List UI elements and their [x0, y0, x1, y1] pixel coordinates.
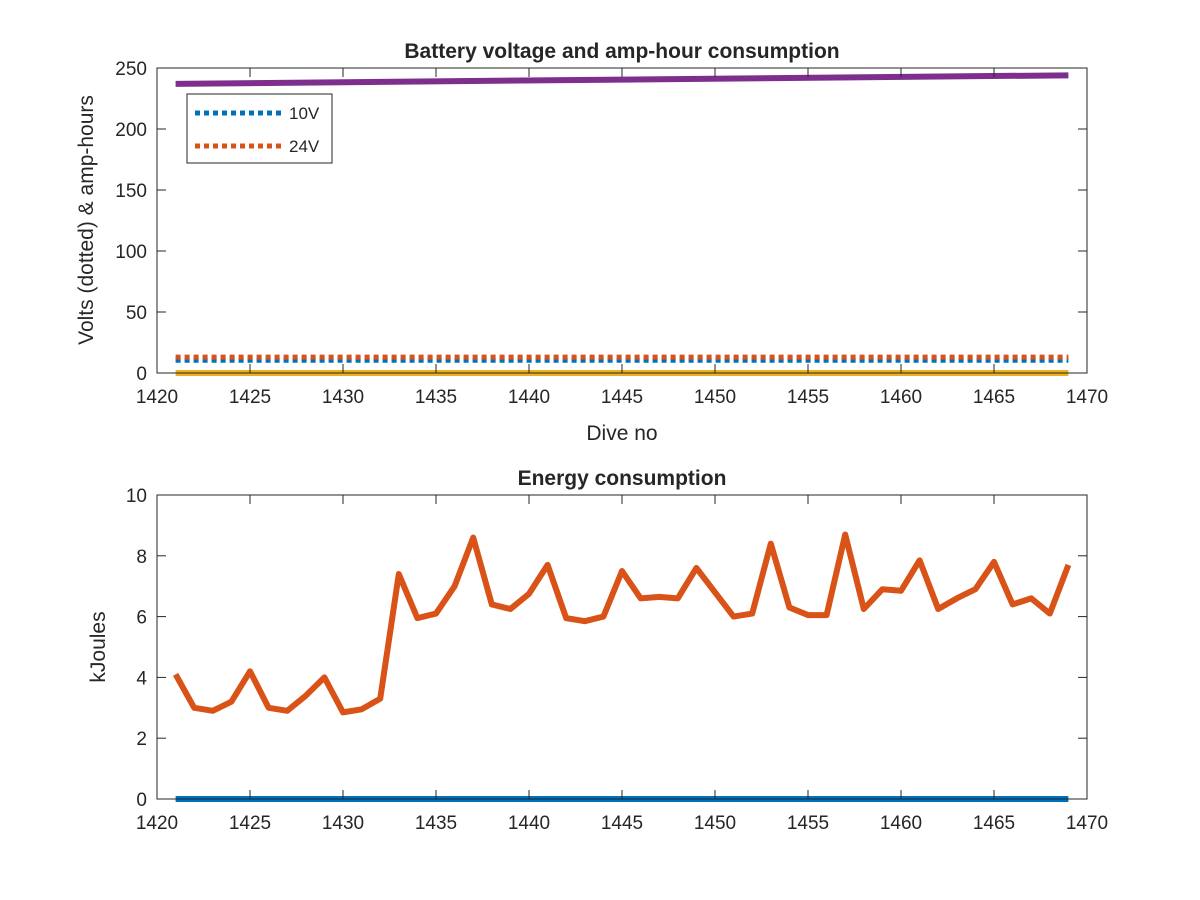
x-tick-label: 1430 — [322, 813, 364, 834]
x-tick-label: 1460 — [880, 813, 922, 834]
x-tick-label: 1430 — [322, 387, 364, 408]
legend: 10V 24V — [186, 93, 333, 164]
x-tick-label: 1455 — [787, 813, 829, 834]
y-tick-label: 250 — [115, 59, 147, 80]
ticks-layer: 1420 1425 1430 1435 1440 1445 1450 1455 1460 1465… — [126, 486, 1108, 834]
ticks-layer: 1420 1425 1430 1435 1440 1445 1450 1455 1460 1465… — [115, 59, 1108, 408]
x-tick-label: 1470 — [1066, 387, 1108, 408]
x-tick-label: 1460 — [880, 387, 922, 408]
y-tick-label: 0 — [136, 790, 147, 811]
x-tick-label: 1455 — [787, 387, 829, 408]
y-tick-label: 100 — [115, 242, 147, 263]
x-tick-label: 1465 — [973, 813, 1015, 834]
chart-energy: 1420 1425 1430 1435 1440 1445 1450 1455 1460 1465… — [87, 467, 1108, 834]
x-tick-label: 1450 — [694, 387, 736, 408]
y-tick-label: 2 — [136, 729, 147, 750]
chart-title: Energy consumption — [518, 467, 727, 490]
y-tick-label: 6 — [136, 608, 147, 629]
y-tick-label: 10 — [126, 486, 147, 507]
y-tick-label: 4 — [136, 668, 147, 689]
x-tick-label: 1425 — [229, 813, 271, 834]
y-tick-label: 8 — [136, 547, 147, 568]
x-tick-label: 1425 — [229, 387, 271, 408]
chart-battery: 1420 1425 1430 1435 1440 1445 1450 1455 1460 1465… — [75, 40, 1108, 445]
plot-area — [157, 495, 1087, 799]
x-tick-label: 1435 — [415, 813, 457, 834]
x-tick-label: 1440 — [508, 813, 550, 834]
y-axis-label: Volts (dotted) & amp-hours — [75, 95, 98, 345]
series-line-4 — [175, 72, 1069, 87]
y-axis-label: kJoules — [87, 611, 110, 682]
x-tick-label: 1440 — [508, 387, 550, 408]
x-tick-label: 1420 — [136, 813, 178, 834]
x-tick-label: 1470 — [1066, 813, 1108, 834]
x-tick-label: 1420 — [136, 387, 178, 408]
x-axis-label: Dive no — [586, 422, 657, 445]
x-tick-label: 1445 — [601, 387, 643, 408]
y-tick-label: 50 — [126, 303, 147, 324]
x-tick-label: 1465 — [973, 387, 1015, 408]
x-tick-label: 1450 — [694, 813, 736, 834]
y-tick-label: 200 — [115, 120, 147, 141]
legend-box — [186, 93, 333, 164]
x-tick-label: 1445 — [601, 813, 643, 834]
x-tick-label: 1435 — [415, 387, 457, 408]
legend-label-10v: 10V — [289, 104, 320, 123]
series-line-2 — [172, 531, 1072, 716]
legend-label-24v: 24V — [289, 137, 320, 156]
chart-title: Battery voltage and amp-hour consumption — [404, 40, 839, 63]
y-tick-label: 0 — [136, 364, 147, 385]
y-tick-label: 150 — [115, 181, 147, 202]
